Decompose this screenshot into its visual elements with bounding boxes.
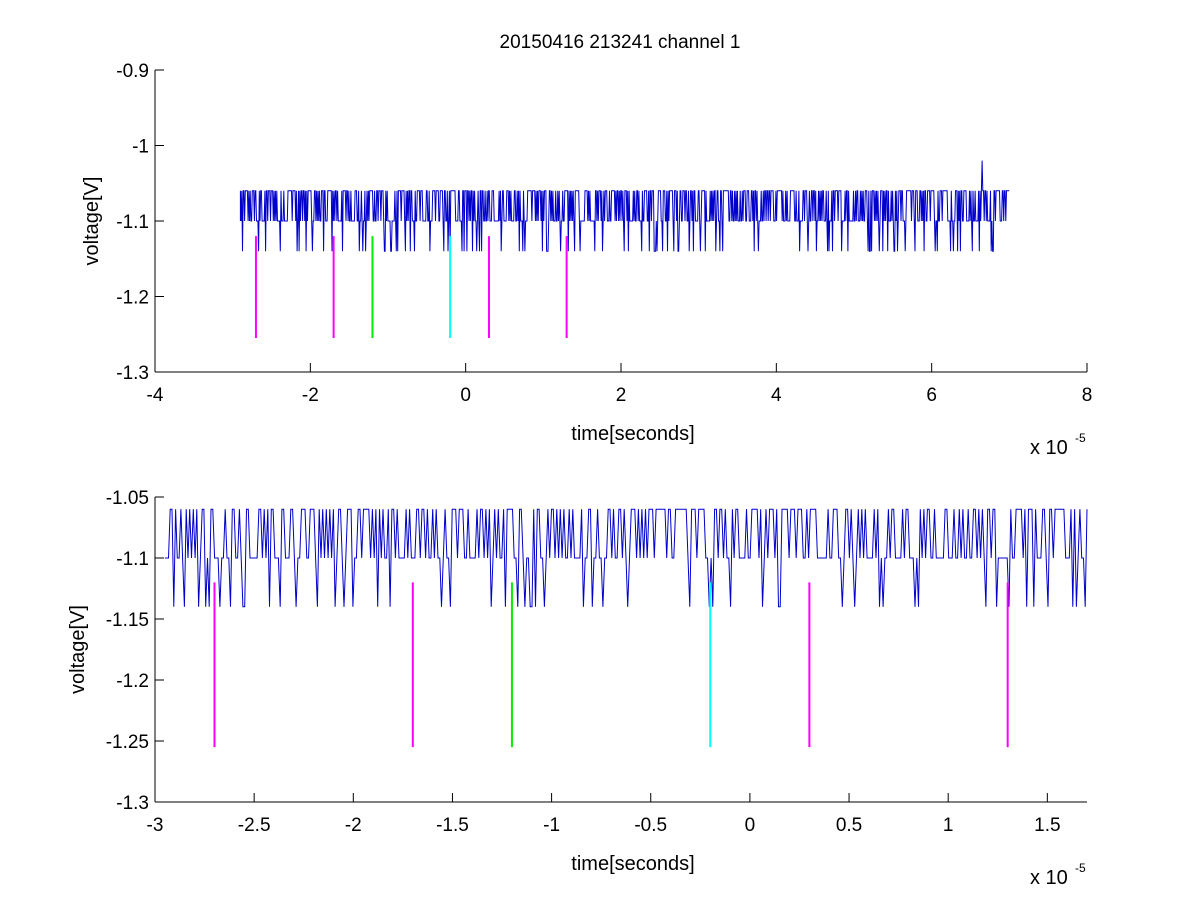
x-tick-label: 2: [616, 385, 627, 406]
x-multiplier-label: x 10: [1030, 867, 1068, 889]
x-tick-label: 6: [926, 385, 937, 406]
x-axis-label: time[seconds]: [571, 423, 694, 445]
x-multiplier-exponent: -5: [1075, 861, 1086, 875]
y-tick-label: -1.05: [106, 488, 149, 509]
y-tick-label: -1: [132, 137, 149, 158]
x-tick-label: -3: [147, 815, 164, 836]
top-plot: -4 -2 0 2 4 6 8 -1.3 -1.2 -1.1 -1 -0.9 time[seconds]…: [81, 61, 1092, 459]
x-tick-label: 0.5: [836, 815, 862, 836]
x-tick-label: -1.5: [436, 815, 469, 836]
x-tick-label: -1: [543, 815, 560, 836]
x-multiplier-label: x 10: [1030, 437, 1068, 459]
y-tick-label: -1.1: [116, 212, 149, 233]
x-tick-label: 4: [771, 385, 782, 406]
bottom-plot: -3 -2.5 -2 -1.5 -1 -0.5 0 0.5 1 1.5 -1.3 -1.25 -1.2 -…: [67, 488, 1088, 889]
x-tick-label: -0.5: [634, 815, 667, 836]
y-tick-label: -1.2: [116, 671, 149, 692]
x-tick-label: -4: [147, 385, 164, 406]
x-tick-label: 1: [943, 815, 954, 836]
y-tick-label: -1.1: [116, 549, 149, 570]
y-axis-label: voltage[V]: [67, 605, 89, 694]
y-tick-label: -1.2: [116, 288, 149, 309]
x-tick-label: -2.5: [238, 815, 271, 836]
x-tick-label: 8: [1082, 385, 1093, 406]
signal-trace: [164, 508, 1088, 608]
signal-trace: [239, 160, 1010, 252]
y-tick-label: -0.9: [116, 61, 149, 82]
y-tick-label: -1.3: [116, 793, 149, 814]
chart-title: 20150416 213241 channel 1: [500, 32, 741, 53]
y-tick-label: -1.3: [116, 363, 149, 384]
y-tick-label: -1.25: [106, 732, 149, 753]
x-tick-label: -2: [302, 385, 319, 406]
x-tick-label: 0: [460, 385, 471, 406]
x-tick-label: 0: [745, 815, 756, 836]
x-tick-label: -2: [345, 815, 362, 836]
x-tick-label: 1.5: [1034, 815, 1060, 836]
y-axis-label: voltage[V]: [81, 177, 103, 266]
x-multiplier-exponent: -5: [1075, 431, 1086, 445]
y-tick-label: -1.15: [106, 610, 149, 631]
x-axis-label: time[seconds]: [571, 853, 694, 875]
